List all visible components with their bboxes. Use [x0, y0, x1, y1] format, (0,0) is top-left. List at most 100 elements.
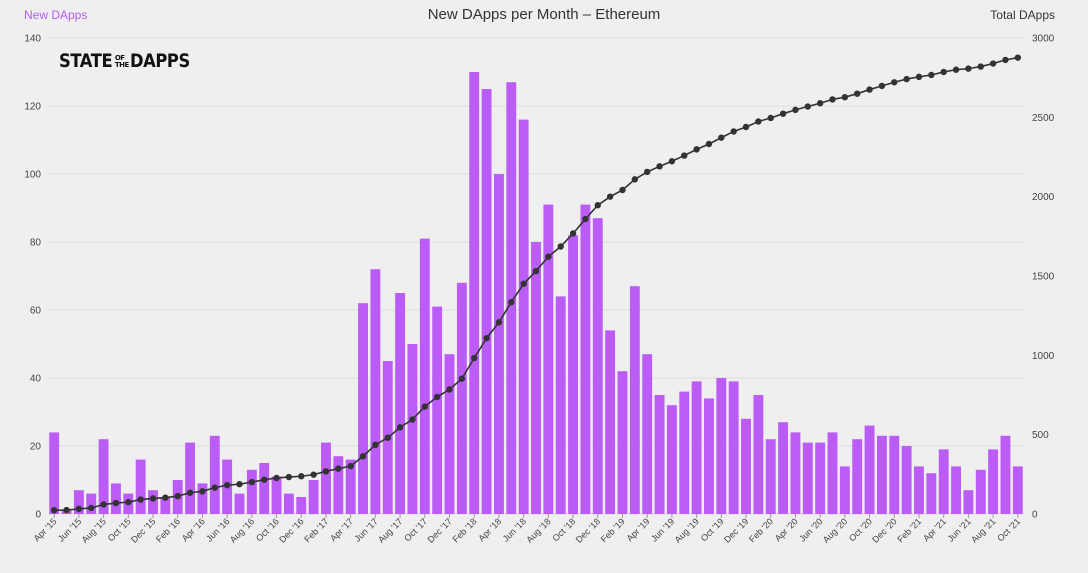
- y-left-tick-label: 120: [24, 102, 41, 113]
- bar: [271, 476, 282, 514]
- x-tick-label: Apr '16: [180, 516, 207, 543]
- line-point: [804, 103, 811, 110]
- bar: [481, 89, 492, 514]
- line-point: [619, 186, 626, 194]
- bar: [506, 82, 517, 514]
- bar: [456, 282, 467, 514]
- right-axis-ticks: 0 500 1000 1500 2000 2500 3000: [1032, 34, 1055, 521]
- x-tick-label: Feb '19: [599, 516, 627, 544]
- line-point: [285, 473, 293, 481]
- x-tick-label: Aug '21: [969, 516, 997, 544]
- line-point: [952, 66, 960, 73]
- state-of-the-dapps-logo: STATE OF THE DAPPS: [59, 52, 199, 71]
- x-tick-label: Aug '18: [524, 516, 552, 544]
- bar: [629, 286, 640, 514]
- bar: [555, 296, 566, 514]
- logo-of-the: OF THE: [115, 54, 129, 69]
- x-tick-label: Jun '20: [797, 516, 824, 543]
- bar: [111, 483, 121, 514]
- line-point: [792, 106, 799, 114]
- bar: [469, 72, 480, 514]
- x-tick-label: Feb '20: [747, 516, 775, 544]
- bar: [493, 174, 504, 514]
- bar: [642, 354, 653, 514]
- x-tick-label: Dec '19: [722, 516, 750, 544]
- logo-state: STATE: [59, 50, 113, 72]
- line-point: [940, 68, 947, 76]
- bar: [839, 466, 850, 514]
- x-tick-label: Dec '16: [277, 516, 305, 544]
- bar: [901, 446, 912, 514]
- y-right-tick-label: 0: [1032, 510, 1038, 521]
- y-right-tick-label: 2000: [1032, 192, 1055, 203]
- bar: [963, 490, 974, 514]
- y-left-tick-label: 40: [30, 374, 42, 385]
- bar: [790, 432, 801, 514]
- bar: [49, 432, 60, 514]
- x-tick-label: Dec '18: [574, 516, 602, 544]
- line-point: [742, 123, 750, 131]
- y-right-tick-label: 500: [1032, 430, 1049, 441]
- bar: [98, 439, 109, 514]
- line-point: [878, 82, 886, 90]
- y-left-tick-label: 80: [30, 238, 42, 249]
- line-point: [545, 253, 552, 260]
- bar: [666, 405, 677, 514]
- bar: [592, 218, 603, 514]
- x-tick-label: Aug '16: [228, 516, 256, 544]
- line-point: [891, 79, 898, 86]
- line-point: [841, 93, 849, 101]
- bar: [1012, 466, 1023, 514]
- bar: [518, 119, 529, 514]
- line-point: [767, 114, 774, 122]
- bar: [605, 330, 616, 514]
- bar: [975, 469, 986, 514]
- line-point: [1014, 54, 1022, 61]
- line-point: [643, 168, 651, 176]
- bar: [531, 242, 541, 514]
- line-point: [520, 280, 527, 287]
- bar: [654, 395, 665, 514]
- line-point: [359, 453, 367, 460]
- bar: [617, 371, 628, 514]
- logo-dapps: DAPPS: [129, 50, 190, 72]
- bar: [802, 442, 813, 514]
- x-tick-label: Jun '19: [649, 516, 676, 543]
- line-point: [903, 75, 910, 83]
- bar: [73, 490, 84, 514]
- bar: [444, 354, 455, 514]
- x-tick-label: Jun '21: [945, 516, 972, 543]
- bar: [938, 449, 949, 514]
- bar: [395, 293, 406, 514]
- x-tick-label: Jun '16: [204, 516, 231, 543]
- bar: [753, 395, 764, 514]
- x-tick-label: Oct '21: [995, 516, 1022, 543]
- line-point: [273, 474, 280, 482]
- line-point: [755, 118, 762, 125]
- line-point: [854, 90, 861, 97]
- line-point: [88, 504, 95, 512]
- line-point: [594, 202, 601, 209]
- x-tick-label: Feb '17: [302, 516, 330, 544]
- bar: [185, 442, 196, 514]
- left-axis-legend: New DApps: [24, 8, 88, 22]
- line-point: [174, 492, 181, 500]
- x-tick-label: Apr '19: [625, 516, 652, 543]
- bar: [407, 344, 418, 514]
- line-point: [631, 176, 639, 183]
- line-point: [149, 495, 157, 502]
- bar-series: [49, 72, 1023, 514]
- bar: [209, 435, 220, 514]
- x-tick-label: Jun '18: [501, 516, 528, 543]
- line-point: [569, 230, 577, 237]
- line-point: [829, 96, 836, 103]
- bar: [876, 435, 887, 514]
- line-point: [372, 441, 379, 449]
- x-tick-label: Feb '21: [895, 516, 923, 544]
- bar: [259, 463, 270, 514]
- y-right-tick-label: 3000: [1032, 34, 1055, 45]
- line-point: [866, 86, 873, 93]
- line-point: [322, 468, 330, 475]
- bar: [358, 303, 368, 514]
